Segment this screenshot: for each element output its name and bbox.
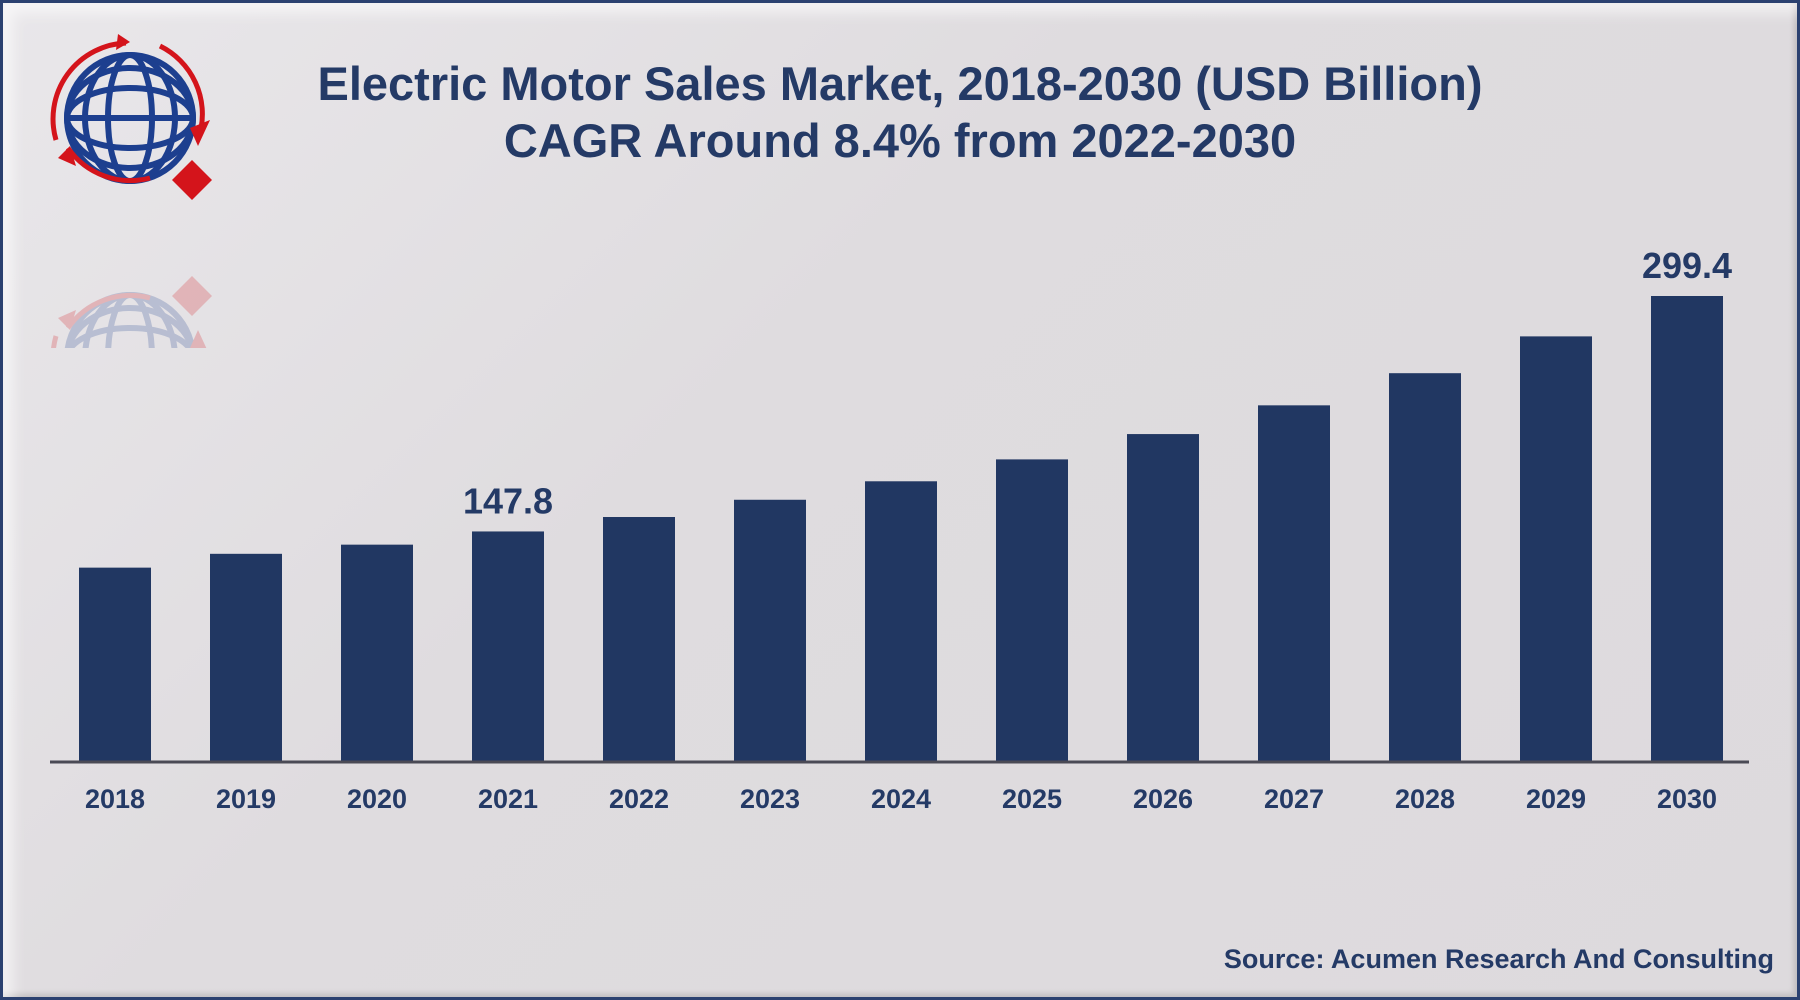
bar-2020 — [341, 544, 413, 761]
globe-logo-icon — [50, 34, 220, 348]
bar-2018 — [79, 567, 151, 761]
x-tick-label: 2026 — [1133, 784, 1193, 814]
bar-2028 — [1389, 373, 1461, 761]
x-tick-label: 2025 — [1002, 784, 1062, 814]
chart-title: Electric Motor Sales Market, 2018-2030 (… — [317, 57, 1483, 110]
bar-2030 — [1651, 296, 1723, 761]
x-tick-label: 2022 — [609, 784, 669, 814]
x-tick-label: 2019 — [216, 784, 276, 814]
x-tick-label: 2020 — [347, 784, 407, 814]
chart-subtitle: CAGR Around 8.4% from 2022-2030 — [503, 114, 1297, 167]
x-tick-label: 2029 — [1526, 784, 1586, 814]
bar-2025 — [996, 459, 1068, 761]
x-tick-label: 2028 — [1395, 784, 1455, 814]
bar-2027 — [1258, 405, 1330, 761]
bar-2022 — [603, 517, 675, 761]
bar-2021 — [472, 531, 544, 761]
bar-2024 — [865, 481, 937, 761]
data-label-2030: 299.4 — [1642, 245, 1732, 286]
source-note: Source: Acumen Research And Consulting — [1223, 944, 1774, 974]
bar-2029 — [1520, 336, 1592, 761]
data-label-2021: 147.8 — [463, 480, 553, 521]
bar-2019 — [210, 553, 282, 761]
bar-2026 — [1127, 434, 1199, 761]
x-tick-label: 2023 — [740, 784, 800, 814]
x-tick-label: 2027 — [1264, 784, 1324, 814]
x-tick-label: 2018 — [85, 784, 145, 814]
x-tick-label: 2024 — [871, 784, 931, 814]
x-tick-label: 2021 — [478, 784, 538, 814]
bar-2023 — [734, 499, 806, 761]
x-tick-label: 2030 — [1657, 784, 1717, 814]
